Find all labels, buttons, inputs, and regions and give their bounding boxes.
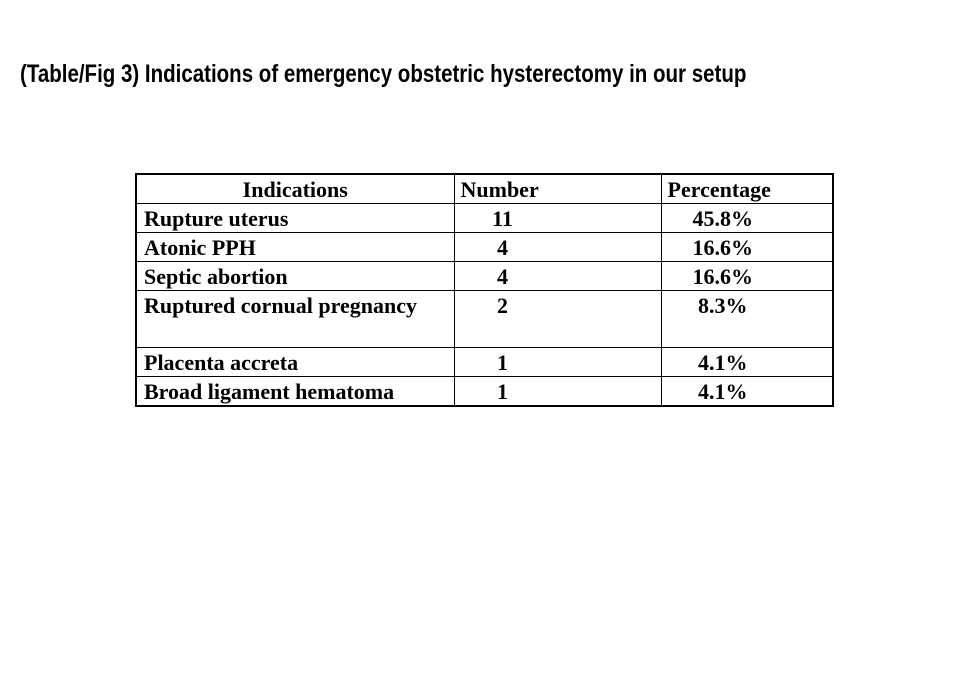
cell-percentage: 4.1% — [660, 347, 834, 377]
table-row: Placenta accreta 1 4.1% — [135, 347, 834, 377]
header-number: Number — [453, 173, 662, 204]
table-header-row: Indications Number Percentage — [135, 173, 834, 204]
header-percentage: Percentage — [660, 173, 834, 204]
figure-title: (Table/Fig 3) Indications of emergency o… — [20, 60, 747, 88]
cell-number: 2 — [453, 290, 662, 348]
table-row: Broad ligament hematoma 1 4.1% — [135, 376, 834, 407]
cell-percentage: 8.3% — [660, 290, 834, 348]
cell-indication: Atonic PPH — [135, 232, 455, 262]
cell-number: 1 — [453, 376, 662, 407]
cell-percentage: 16.6% — [660, 232, 834, 262]
cell-indication: Placenta accreta — [135, 347, 455, 377]
table-row: Ruptured cornual pregnancy 2 8.3% — [135, 290, 834, 348]
cell-indication: Broad ligament hematoma — [135, 376, 455, 407]
cell-percentage: 4.1% — [660, 376, 834, 407]
cell-percentage: 16.6% — [660, 261, 834, 291]
cell-indication: Ruptured cornual pregnancy — [135, 290, 455, 348]
indications-table: Indications Number Percentage Rupture ut… — [135, 173, 834, 407]
cell-number: 11 — [453, 203, 662, 233]
cell-indication: Septic abortion — [135, 261, 455, 291]
cell-percentage: 45.8% — [660, 203, 834, 233]
table-row: Rupture uterus 11 45.8% — [135, 203, 834, 233]
table-row: Atonic PPH 4 16.6% — [135, 232, 834, 262]
cell-number: 4 — [453, 232, 662, 262]
header-indications: Indications — [135, 173, 455, 204]
cell-number: 1 — [453, 347, 662, 377]
table-row: Septic abortion 4 16.6% — [135, 261, 834, 291]
cell-number: 4 — [453, 261, 662, 291]
cell-indication: Rupture uterus — [135, 203, 455, 233]
